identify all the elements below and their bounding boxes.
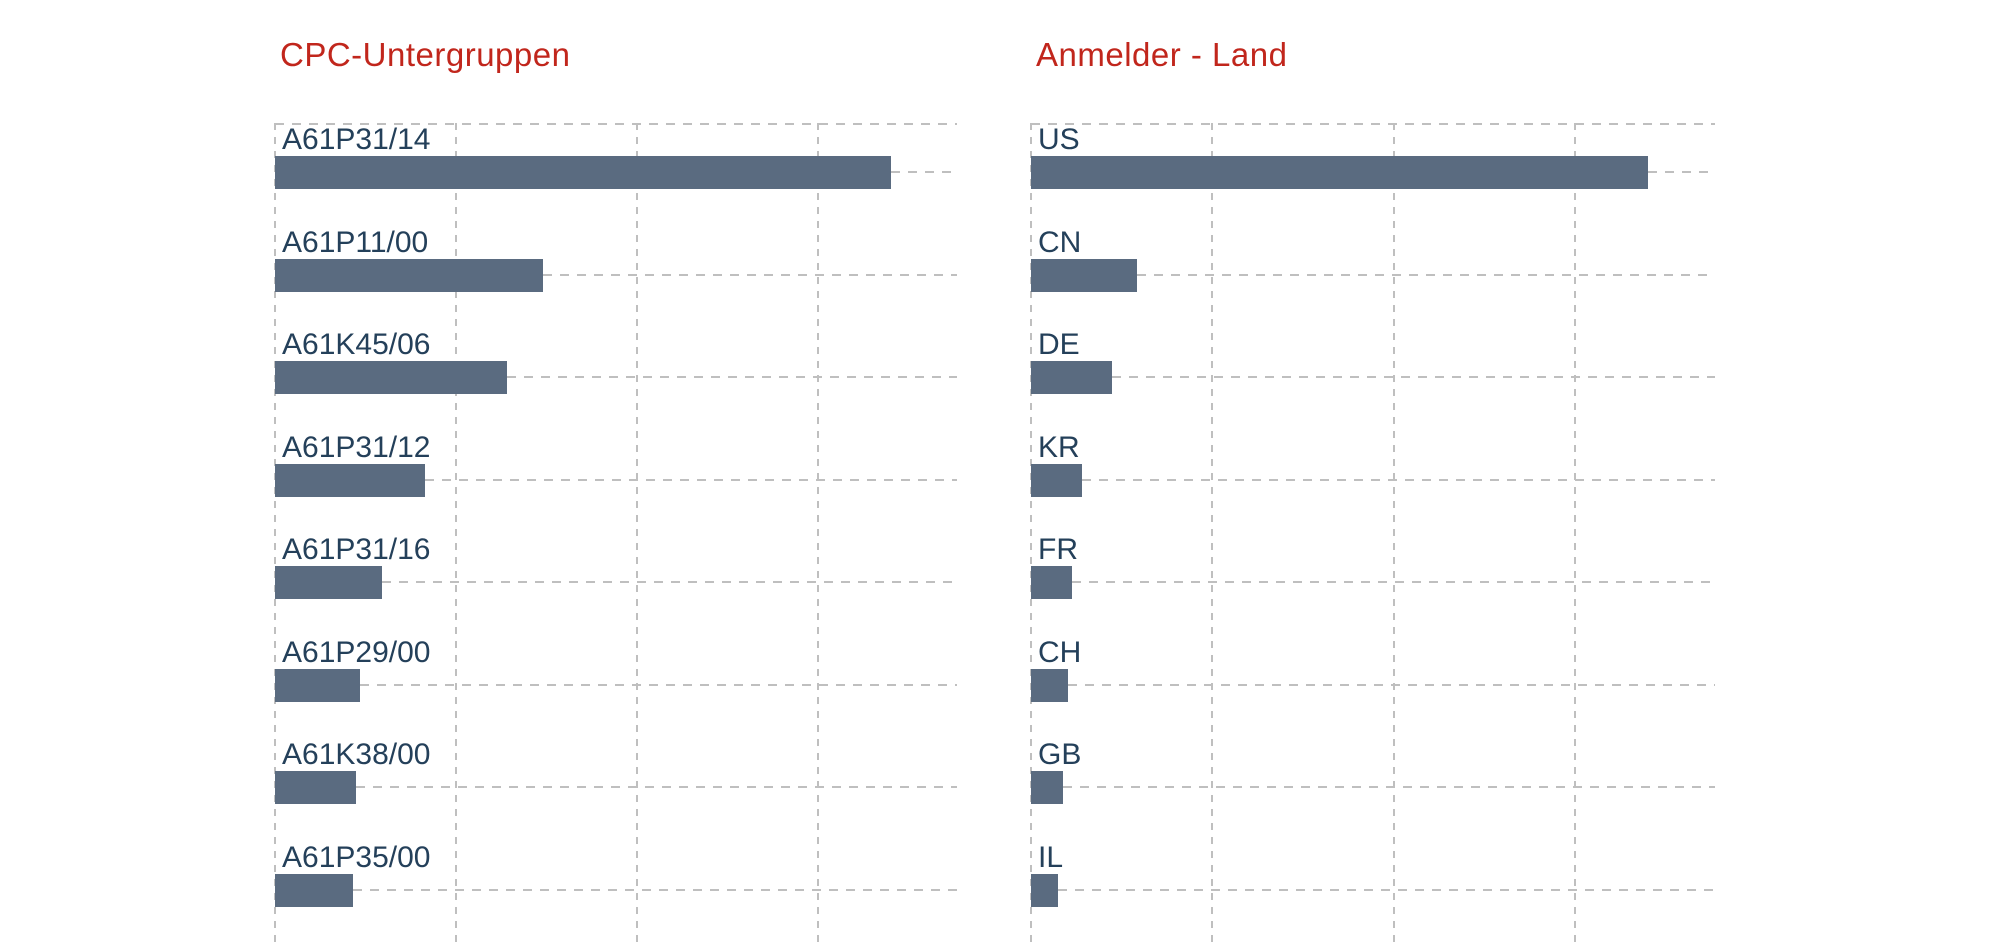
leader-line: [1137, 273, 1715, 276]
plot-top-border: [275, 123, 957, 125]
leader-line: [1647, 171, 1715, 173]
plot-top-border: [1031, 123, 1715, 125]
bar[interactable]: [275, 156, 891, 189]
category-label: A61P11/00: [282, 225, 429, 259]
bar[interactable]: [275, 873, 353, 907]
bar[interactable]: [1031, 258, 1138, 292]
leader-line: [1082, 478, 1715, 481]
leader-line: [1111, 376, 1715, 378]
category-label: DE: [1038, 328, 1080, 361]
category-label: FR: [1038, 533, 1078, 566]
bar-row: CN: [1031, 226, 1715, 329]
leader-line: [1072, 581, 1715, 583]
bar-row: A61P31/12: [275, 431, 957, 534]
bar[interactable]: [1031, 771, 1064, 804]
bar-row: A61K38/00: [275, 738, 957, 841]
gridline-vertical: [454, 123, 457, 943]
bar[interactable]: [1031, 361, 1112, 394]
bar[interactable]: [1031, 873, 1058, 907]
bar-row: A61P11/00: [275, 226, 957, 329]
leader-line: [543, 273, 957, 276]
category-label: US: [1038, 123, 1080, 156]
leader-line: [890, 171, 957, 173]
bar[interactable]: [1031, 463, 1083, 497]
bar[interactable]: [275, 668, 361, 702]
bar-row: CH: [1031, 636, 1715, 739]
bar-row: A61P29/00: [275, 636, 957, 739]
gridline-vertical: [1211, 123, 1214, 943]
bar-row: IL: [1031, 841, 1715, 944]
bar[interactable]: [1031, 668, 1068, 702]
gridline-vertical: [1030, 123, 1032, 943]
bar-row: A61P31/14: [275, 123, 957, 226]
leader-line: [360, 683, 957, 686]
category-label: A61K38/00: [282, 738, 431, 771]
bar-row: US: [1031, 123, 1715, 226]
gridline-vertical: [274, 123, 276, 943]
leader-line: [356, 786, 957, 788]
chart-title-applicant-country: Anmelder - Land: [1036, 36, 1288, 73]
bar[interactable]: [275, 361, 507, 394]
bar[interactable]: [275, 771, 357, 804]
gridline-vertical: [636, 123, 639, 943]
bar[interactable]: [275, 566, 383, 599]
gridline-vertical: [1574, 123, 1577, 943]
leader-line: [352, 888, 957, 891]
plot-area-cpc-subgroups: A61P31/14 A61P11/00 A61K45/06 A61P31/12 A61P…: [274, 123, 957, 944]
leader-line: [506, 376, 957, 378]
category-label: CN: [1038, 225, 1082, 259]
bar-row: A61K45/06: [275, 328, 957, 431]
bar-row: A61P35/00: [275, 841, 957, 944]
bar[interactable]: [1031, 566, 1073, 599]
leader-line: [382, 581, 957, 583]
plot-area-applicant-country: US CN DE KR FR CH GB IL: [1030, 123, 1715, 944]
category-label: CH: [1038, 635, 1082, 669]
bar-row: DE: [1031, 328, 1715, 431]
bar-row: GB: [1031, 738, 1715, 841]
bar-row: FR: [1031, 533, 1715, 636]
bar[interactable]: [1031, 156, 1648, 189]
category-label: A61K45/06: [282, 328, 431, 361]
leader-line: [425, 478, 957, 481]
gridline-vertical: [816, 123, 819, 943]
category-label: GB: [1038, 738, 1082, 771]
chart-title-cpc-subgroups: CPC-Untergruppen: [280, 36, 571, 73]
bar-row: KR: [1031, 431, 1715, 534]
bar-row: A61P31/16: [275, 533, 957, 636]
category-label: IL: [1038, 840, 1064, 874]
category-label: A61P31/16: [282, 533, 431, 566]
leader-line: [1063, 786, 1715, 788]
leader-line: [1067, 683, 1715, 686]
category-label: A61P31/14: [282, 123, 431, 156]
category-label: A61P31/12: [282, 430, 431, 464]
leader-line: [1057, 888, 1715, 891]
bar[interactable]: [275, 258, 544, 292]
category-label: A61P35/00: [282, 840, 431, 874]
bar[interactable]: [275, 463, 426, 497]
category-label: A61P29/00: [282, 635, 431, 669]
gridline-vertical: [1393, 123, 1396, 943]
category-label: KR: [1038, 430, 1080, 464]
